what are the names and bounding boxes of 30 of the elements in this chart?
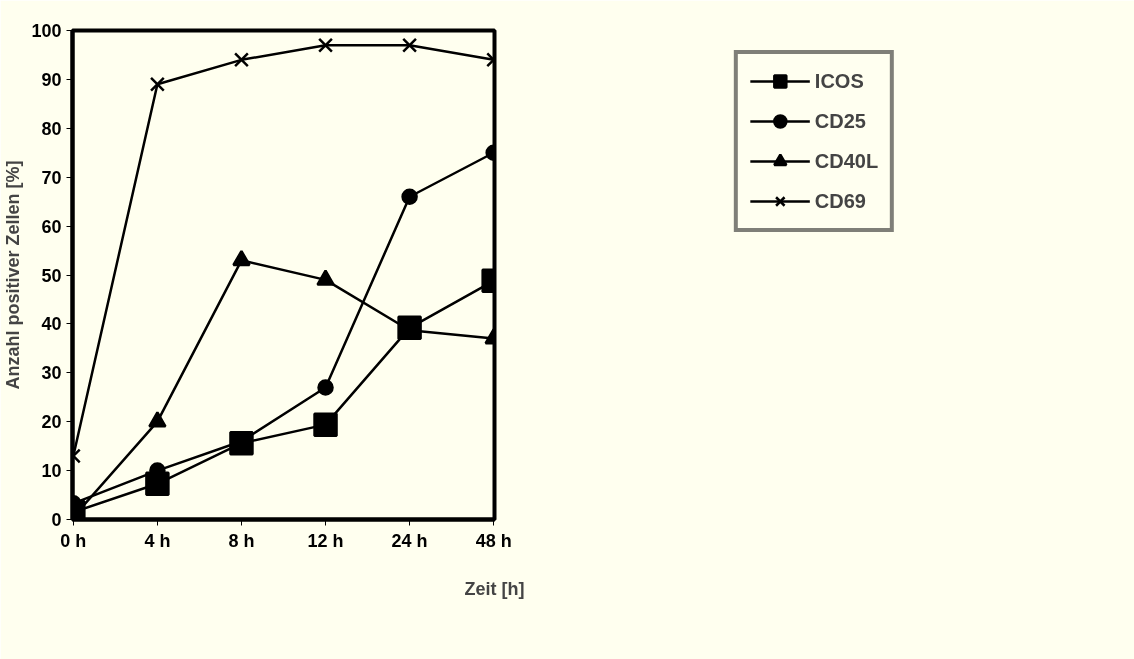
y-tick-label: 60 [41,216,62,237]
y-tick-label: 80 [41,118,62,139]
legend-label: ICOS [814,69,864,93]
legend-label: CD25 [814,109,866,133]
point [317,37,334,53]
point [233,52,250,68]
y-tick-label: 100 [31,21,62,41]
legend-label: CD40L [814,149,879,173]
y-tick-label: 70 [41,167,62,188]
y-axis-title: Anzahl positiver Zellen [%] [3,160,24,390]
y-tick-label: 90 [41,69,62,90]
x-tick-label: 0 h [60,530,87,551]
point [313,412,338,437]
x-axis-title: Zeit [h] [464,578,525,599]
x-tick-label: 24 h [391,530,428,551]
point [149,76,166,92]
x-tick-label: 8 h [228,530,255,551]
x-tick-label: 12 h [307,530,344,551]
point [401,188,418,205]
x-tick-label: 4 h [144,530,171,551]
x-tick-label: 48 h [475,530,512,551]
legend-label: CD69 [814,189,866,213]
y-tick-label: 30 [41,363,62,384]
y-tick-label: 50 [41,265,62,286]
point [317,379,334,396]
point [401,37,418,53]
y-tick-label: 10 [41,461,62,482]
y-tick-label: 0 [51,510,62,530]
y-tick-label: 20 [41,412,62,433]
y-tick-label: 40 [41,314,62,335]
